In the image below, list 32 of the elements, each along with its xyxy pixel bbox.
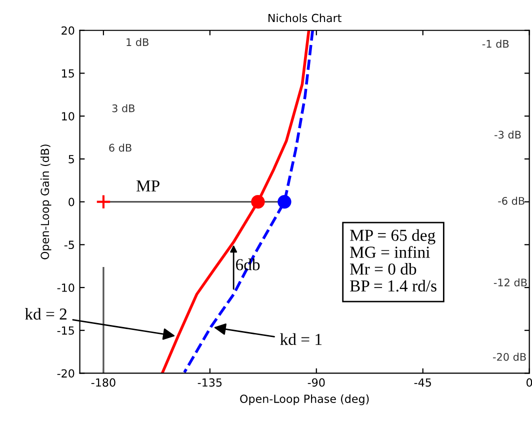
line-series xyxy=(182,30,314,374)
line-series xyxy=(161,30,310,374)
y-tick-label: -5 xyxy=(64,240,74,250)
y-axis-title: Open-Loop Gain (dB) xyxy=(40,144,52,260)
annotation: 3 dB xyxy=(112,104,135,112)
y-tick-label: 15 xyxy=(62,69,74,78)
x-tick-label: -180 xyxy=(91,378,116,387)
annotation: -6 dB xyxy=(498,196,524,205)
annotation: -3 dB xyxy=(494,130,521,139)
annotation: 6 dB xyxy=(109,144,132,152)
x-tick-label: 0 xyxy=(526,378,532,387)
y-tick-label: -15 xyxy=(57,326,74,335)
annotation: 1 dB xyxy=(126,38,148,46)
y-tick-label: 20 xyxy=(62,26,74,35)
x-tick-label: -135 xyxy=(198,378,222,387)
annotation: kd = 2 xyxy=(24,308,66,320)
x-axis-title: Open-Loop Phase (deg) xyxy=(240,394,369,406)
annotation: -12 dB xyxy=(494,278,527,286)
annotation: MP xyxy=(136,180,160,192)
y-tick-label: 5 xyxy=(68,155,74,164)
x-tick-label: -45 xyxy=(414,378,431,387)
annotation: -1 dB xyxy=(482,40,509,48)
annotation: -20 dB xyxy=(493,352,526,361)
y-tick-label: 0 xyxy=(68,198,74,206)
annotation: kd = 1 xyxy=(280,333,322,346)
y-tick-label: -10 xyxy=(57,284,74,292)
y-tick-label: -20 xyxy=(57,369,74,378)
annotation: 6db xyxy=(236,258,260,270)
x-tick-label: -90 xyxy=(308,378,325,387)
chart-title: Nichols Chart xyxy=(268,14,342,22)
y-tick-label: 10 xyxy=(62,112,74,120)
annotation: MP = 65 deg MG = infini Mr = 0 db BP = 1.4 rd/s xyxy=(350,229,436,292)
